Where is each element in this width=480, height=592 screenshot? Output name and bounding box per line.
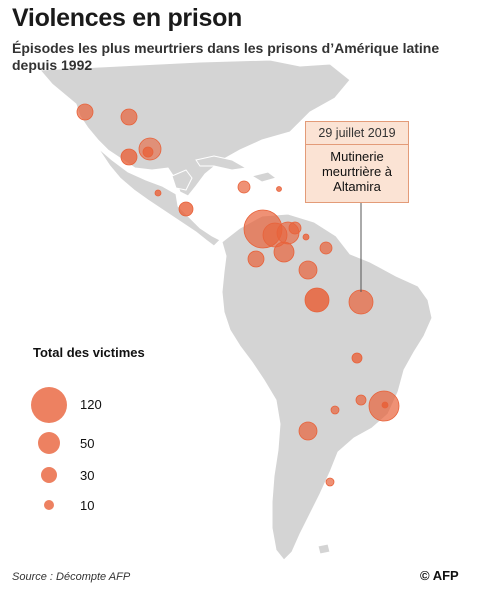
cuba xyxy=(195,155,248,171)
afp-logo: © AFP xyxy=(420,568,459,583)
incident-bubble xyxy=(247,250,265,268)
legend-label-120: 120 xyxy=(80,397,102,412)
legend-bubble-30 xyxy=(41,467,57,483)
legend-bubble-50 xyxy=(38,432,60,454)
callout-text: Mutinerie meurtrière à Altamira xyxy=(321,149,393,194)
hispaniola xyxy=(250,171,278,183)
legend-title: Total des victimes xyxy=(33,345,145,360)
incident-bubble xyxy=(288,221,302,235)
incident-bubble xyxy=(298,421,318,441)
incident-bubble xyxy=(298,260,318,280)
incident-bubble xyxy=(142,146,154,158)
incident-bubble xyxy=(120,108,138,126)
incident-bubble xyxy=(178,201,194,217)
falklands xyxy=(317,543,331,555)
yucatan xyxy=(171,169,193,191)
incident-bubble xyxy=(348,289,374,315)
incident-bubble xyxy=(120,148,138,166)
legend-symbols xyxy=(31,387,67,510)
incident-bubble xyxy=(351,352,363,364)
land xyxy=(38,59,433,561)
map-subtitle: Épisodes les plus meurtriers dans les pr… xyxy=(12,40,440,73)
incident-bubbles xyxy=(76,103,400,487)
incident-bubble xyxy=(302,233,310,241)
legend-label-10: 10 xyxy=(80,498,95,513)
altamira-callout: 29 juillet 2019 Mutinerie meurtrière à A… xyxy=(305,121,409,203)
legend-bubble-10 xyxy=(44,500,54,510)
callout-date: 29 juillet 2019 xyxy=(306,126,408,145)
legend-label-50: 50 xyxy=(80,436,95,451)
incident-bubble xyxy=(355,394,367,406)
incident-bubble xyxy=(154,189,162,197)
incident-bubble xyxy=(304,287,330,313)
incident-bubble xyxy=(276,186,282,192)
legend-label-30: 30 xyxy=(80,468,95,483)
incident-bubble xyxy=(330,405,340,415)
incident-bubble xyxy=(273,241,295,263)
south-america xyxy=(221,213,433,561)
incident-bubble xyxy=(76,103,94,121)
legend-bubble-120 xyxy=(31,387,67,423)
incident-bubble xyxy=(381,401,389,409)
incident-bubble xyxy=(237,180,251,194)
incident-bubble xyxy=(325,477,335,487)
source-note: Source : Décompte AFP xyxy=(12,571,131,583)
map-title: Violences en prison xyxy=(12,4,243,32)
incident-bubble xyxy=(319,241,333,255)
north-america xyxy=(38,59,351,247)
